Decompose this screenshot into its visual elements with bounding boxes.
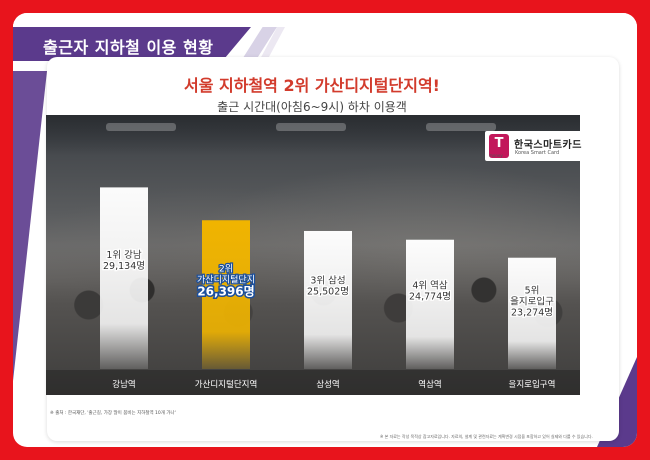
source-note: ※ 출처 : 한국재단, '출근길, 가장 많이 붐비는 지하철역 10개 가나…: [50, 411, 176, 416]
bar-value-label: 23,274명: [511, 307, 553, 318]
category-label-strip: [46, 370, 580, 395]
korea-smart-card-logo: T money 한국스마트카드 Korea Smart Card: [485, 131, 589, 161]
chart-title: 서울 지하철역 2위 가산디지털단지역!: [184, 76, 440, 95]
bar-4: [406, 239, 454, 369]
bar-rank-label: 1위 강남: [106, 249, 142, 261]
header-title-band: [13, 27, 251, 61]
bar-2: [202, 220, 250, 369]
bar-value-label: 29,134명: [103, 261, 145, 272]
bar-value-label: 25,502명: [307, 286, 349, 297]
x-tick-label: 을지로입구역: [509, 379, 556, 390]
photo-ceiling-light: [426, 123, 496, 131]
page-header-title: 출근자 지하철 이용 현황: [43, 38, 214, 57]
logo-sub-label: money: [489, 153, 503, 158]
photo-ceiling-light: [276, 123, 346, 131]
bar-5: [508, 257, 556, 369]
bar-rank-label: 4위 역삼: [412, 280, 448, 292]
x-tick-label: 역삼역: [418, 379, 441, 390]
x-tick-label: 삼성역: [316, 379, 339, 390]
page-number: P.17: [599, 425, 610, 431]
bar-rank-label: 2위: [219, 264, 233, 275]
photo-ceiling-light: [106, 123, 176, 131]
x-tick-label: 가산디지털단지역: [195, 379, 258, 390]
bar-rank-label: 5위: [525, 284, 540, 296]
logo-name: 한국스마트카드: [514, 140, 582, 151]
bar-value-label: 24,774명: [409, 292, 451, 303]
bar-rank-label: 가산디지털단지: [197, 274, 255, 286]
logo-english-name: Korea Smart Card: [515, 150, 560, 156]
bar-rank-label: 을지로입구: [510, 295, 554, 307]
footnote: ※ 본 자료는 작성 목적상 참고자료입니다. 자료의, 설계 및 관련자료는 …: [380, 434, 593, 439]
bar-value-label: 26,396명: [197, 285, 254, 299]
bar-3: [304, 230, 352, 369]
corner-decoration: [13, 71, 47, 381]
chart-subtitle: 출근 시간대(아침6~9시) 하차 이용객: [217, 100, 407, 114]
bar-rank-label: 3위 삼성: [310, 274, 345, 286]
bar-1: [100, 187, 148, 369]
tmoney-logo-icon: T: [489, 134, 509, 158]
x-tick-label: 강남역: [112, 379, 135, 390]
